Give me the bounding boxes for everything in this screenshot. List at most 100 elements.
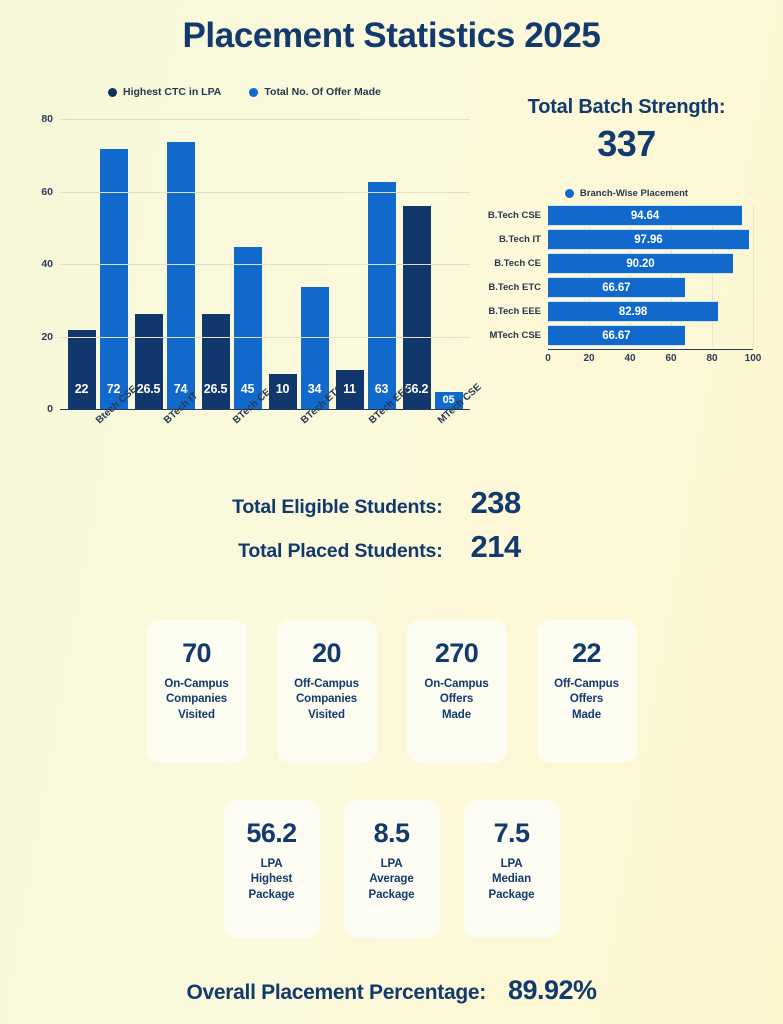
legend-label: Highest CTC in LPA xyxy=(123,86,222,98)
vertical-bar: 22 xyxy=(67,330,96,410)
horizontal-bar-row: B.Tech CSE 94.64 xyxy=(488,205,753,226)
vertical-bar: 63 xyxy=(367,181,396,410)
y-gridline: 80 xyxy=(41,113,470,125)
horizontal-bar-row: B.Tech IT 97.96 xyxy=(499,229,753,250)
stat-card-caption: On-Campus Offers Made xyxy=(424,678,489,721)
horizontal-bar-row: B.Tech CE 90.20 xyxy=(494,253,753,274)
batch-strength-label: Total Batch Strength: xyxy=(527,96,726,118)
company-stat-card: 20 Off-Campus Companies Visited xyxy=(276,620,377,763)
legend-dot-icon xyxy=(249,87,259,97)
horizontal-bar-chart: Branch-Wise Placement B.Tech CSE 94.64 B.T… xyxy=(470,188,783,388)
package-stat-cards-row: 56.2 LPA Highest Package 8.5 LPA Average Packag… xyxy=(0,800,783,938)
company-stat-cards-row: 70 On-Campus Companies Visited 20 Off-Campus C… xyxy=(0,620,783,763)
batch-strength-block: Total Batch Strength: 337 xyxy=(470,96,783,165)
total-eligible-row: Total Eligible Students: 238 xyxy=(0,485,783,521)
horizontal-bar-row: B.Tech ETC 66.67 xyxy=(488,277,753,298)
y-tick-label: 60 xyxy=(41,185,53,198)
company-stat-card: 70 On-Campus Companies Visited xyxy=(146,620,247,763)
x-tick: BTech ETC xyxy=(265,383,345,466)
horizontal-bar: 66.67 xyxy=(548,277,685,298)
stat-card-caption: Off-Campus Companies Visited xyxy=(294,678,359,721)
x-tick: Btech CSE xyxy=(60,384,139,466)
vertical-bar: 05 xyxy=(434,391,463,410)
x-tick-label: 40 xyxy=(624,353,636,364)
x-tick: BTech IT xyxy=(128,390,200,466)
vertical-bar-group: 56.2 05 xyxy=(399,120,466,410)
legend-dot-icon xyxy=(108,87,117,97)
x-tick: BTech EEE xyxy=(333,383,413,466)
total-placed-row: Total Placed Students: 214 xyxy=(0,529,783,565)
package-stat-card: 8.5 LPA Average Package xyxy=(343,800,440,938)
vertical-bar: 72 xyxy=(99,149,128,410)
bar-value-label: 66.67 xyxy=(602,281,631,294)
vertical-bar: 56.2 xyxy=(402,206,431,410)
total-placed-value: 214 xyxy=(470,529,522,564)
horizontal-bar: 94.64 xyxy=(548,205,742,226)
stat-card-caption: LPA Highest Package xyxy=(248,858,295,901)
legend-item-highest-ctc: Highest CTC in LPA xyxy=(108,86,221,98)
horizontal-bar-category-label: B.Tech CSE xyxy=(487,210,541,221)
total-eligible-value: 238 xyxy=(470,485,522,520)
overall-placement-line: Overall Placement Percentage: 89.92% xyxy=(0,975,783,1006)
bar-value-label: 66.67 xyxy=(602,329,631,342)
page-title: Placement Statistics 2025 xyxy=(182,16,601,55)
y-tick-label: 40 xyxy=(41,258,53,270)
overall-placement-label: Overall Placement Percentage: xyxy=(186,981,486,1004)
total-eligible-label: Total Eligible Students: xyxy=(232,496,443,518)
bar-value-label: 26.5 xyxy=(203,382,228,396)
vertical-bar-group-container: 22 72 26.5 74 26.5 45 10 34 11 63 56.2 05 xyxy=(60,120,470,410)
vertical-bar-group: 26.5 45 xyxy=(198,120,265,410)
bar-value-label: 72 xyxy=(106,382,121,396)
horizontal-bar: 66.67 xyxy=(548,325,685,346)
bar-value-label: 10 xyxy=(275,382,290,396)
stat-card-value: 8.5 xyxy=(373,818,410,848)
x-tick: BTech CE xyxy=(197,387,273,466)
package-stat-card: 56.2 LPA Highest Package xyxy=(223,800,320,938)
horizontal-bar-category-label: MTech CSE xyxy=(489,330,541,341)
vertical-bar: 26.5 xyxy=(134,313,163,410)
y-tick-label: 80 xyxy=(41,113,53,125)
totals-block: Total Eligible Students: 238 Total Place… xyxy=(0,485,783,573)
legend-dot-icon xyxy=(564,189,574,198)
legend-label: Total No. Of Offer Made xyxy=(264,86,381,98)
batch-strength-value: 337 xyxy=(597,123,656,164)
vertical-bar: 45 xyxy=(233,246,262,410)
vertical-bar: 34 xyxy=(300,286,329,410)
x-tick: MTech CSE xyxy=(402,382,484,466)
bar-value-label: 56.2 xyxy=(404,382,429,396)
x-gridline xyxy=(753,205,754,346)
bar-value-label: 74 xyxy=(173,382,188,396)
company-stat-card: 270 On-Campus Offers Made xyxy=(406,620,507,763)
horizontal-chart-x-axis: 0 20 40 60 80 100 xyxy=(545,349,761,367)
horizontal-bar-row: B.Tech EEE 82.98 xyxy=(488,301,753,322)
stat-card-caption: On-Campus Companies Visited xyxy=(164,678,229,721)
stat-card-caption: Off-Campus Offers Made xyxy=(554,678,619,721)
stat-card-value: 20 xyxy=(312,638,341,668)
horizontal-bar-category-label: B.Tech IT xyxy=(498,234,541,245)
x-tick-label: 60 xyxy=(665,353,677,364)
stat-card-value: 22 xyxy=(572,638,601,668)
vertical-chart-x-tick-labels: Btech CSE BTech IT BTech CE BTech ETC BTech … xyxy=(60,382,484,466)
x-tick-label: 20 xyxy=(583,353,595,364)
y-tick-label: 20 xyxy=(41,330,53,343)
y-gridline: 0 xyxy=(47,403,470,415)
bar-value-label: 97.96 xyxy=(634,233,663,246)
bar-value-label: 11 xyxy=(343,382,356,396)
vertical-bar-group: 22 72 xyxy=(64,120,131,410)
bar-value-label: 45 xyxy=(240,382,255,396)
package-stat-card: 7.5 LPA Median Package xyxy=(463,800,560,938)
vertical-bar: 11 xyxy=(335,370,364,410)
total-placed-label: Total Placed Students: xyxy=(238,540,443,562)
vertical-chart-plot-area: 22 72 26.5 74 26.5 45 10 34 11 63 56.2 05 0 20 40 60 80 xyxy=(41,113,470,415)
horizontal-bar: 90.20 xyxy=(548,253,733,274)
y-gridline: 20 xyxy=(41,331,470,343)
bar-value-label: 94.64 xyxy=(630,209,660,222)
vertical-chart-legend: Highest CTC in LPA Total No. Of Offer Ma… xyxy=(108,86,381,98)
bar-value-label: 34 xyxy=(307,382,322,396)
bar-value-label: 82.98 xyxy=(618,305,648,318)
bar-value-label: 26.5 xyxy=(136,382,161,396)
bar-value-label: 22 xyxy=(74,382,89,396)
vertical-bar: 26.5 xyxy=(201,313,230,410)
legend-item-total-offers: Total No. Of Offer Made xyxy=(249,86,381,98)
